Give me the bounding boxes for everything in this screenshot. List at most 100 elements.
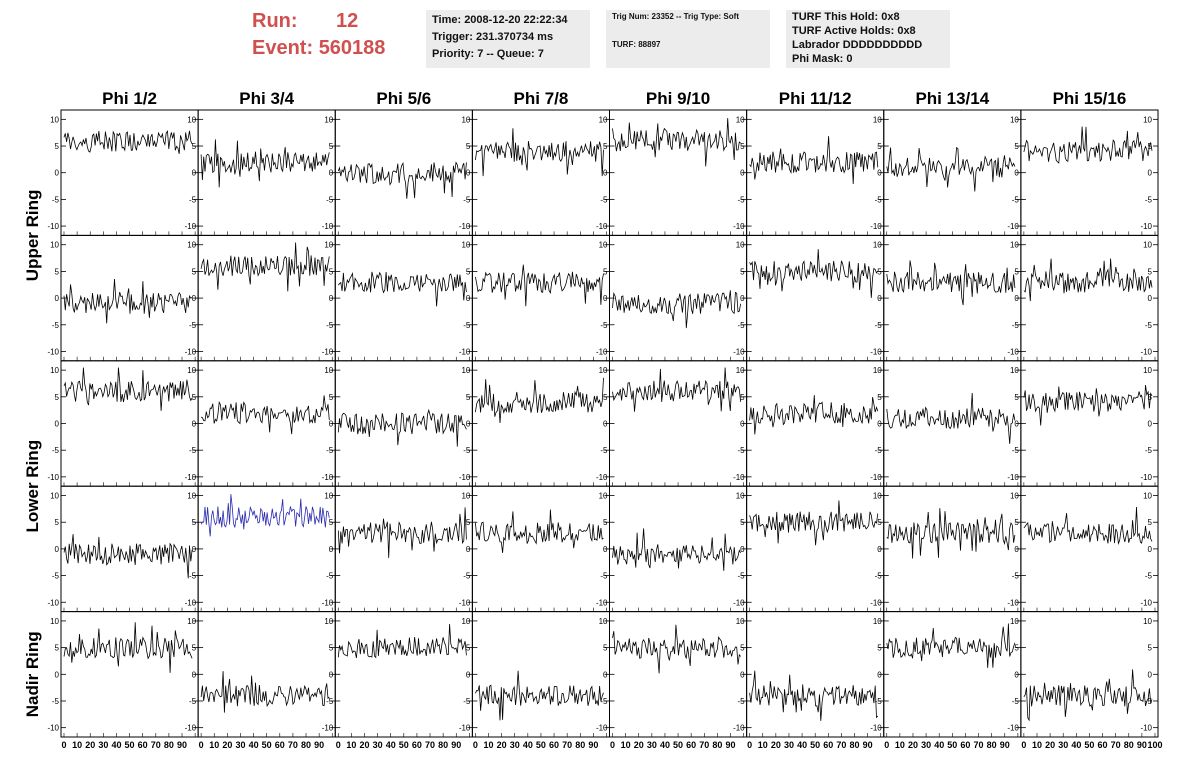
y-tick-label: 0 [740,545,745,554]
priority-line: Priority: 7 -- Queue: 7 [432,48,544,60]
waveform-trace [475,509,604,553]
x-tick-label: 70 [288,740,298,750]
x-tick-label: 80 [575,740,585,750]
y-tick-label: 5 [1148,644,1153,653]
y-tick-label: -10 [1140,598,1152,607]
x-tick-label: 70 [699,740,709,750]
y-tick-label: -10 [870,724,882,733]
x-tick-label: 60 [686,740,696,750]
waveform-trace [749,136,879,185]
panel-frame [197,611,336,738]
y-tick-label: 0 [1014,294,1019,303]
waveform-trace [749,249,879,298]
trig-num-line: Trig Num: 23352 -- Trig Type: Soft [612,12,739,21]
y-tick-label: -5 [738,697,746,706]
x-tick-label: 10 [895,740,905,750]
y-tick-label: 0 [192,169,197,178]
y-tick-label: -10 [322,347,334,356]
y-tick-label: -5 [600,321,608,330]
y-tick-label: -10 [870,473,882,482]
panel-frame [334,611,473,738]
y-tick-label: -10 [733,347,745,356]
x-tick-label: 60 [412,740,422,750]
column-header: Phi 5/6 [376,89,431,108]
y-tick-label: -10 [1007,724,1019,733]
y-tick-label: 10 [324,115,333,124]
y-tick-label: -5 [52,321,60,330]
y-tick-label: 5 [877,393,882,402]
waveform-trace [63,534,193,579]
waveform-trace [612,624,741,674]
y-tick-label: 10 [599,617,608,626]
y-tick-label: 10 [187,366,196,375]
y-tick-label: 5 [603,518,608,527]
panel-frame [746,234,885,362]
phi-mask-line: Phi Mask: 0 [792,53,853,65]
turf-info-box: TURF This Hold: 0x8 TURF Active Holds: 0… [786,10,950,68]
y-tick-label: 5 [740,644,745,653]
panel-frame [334,234,473,362]
y-tick-label: 0 [192,545,197,554]
y-tick-label: 0 [1148,169,1153,178]
x-tick-label: 50 [262,740,272,750]
waveform-trace [749,395,879,435]
x-tick-label: 0 [747,740,752,750]
y-tick-label: 5 [466,142,471,151]
panel-frame [471,109,610,236]
waveform-trace [886,146,1016,192]
y-tick-label: 0 [740,169,745,178]
waveform-trace [200,242,330,292]
y-tick-label: -5 [875,697,883,706]
y-tick-label: 5 [55,267,60,276]
x-tick-label: 0 [61,740,66,750]
y-tick-label: 10 [1010,241,1019,250]
y-tick-label: -5 [189,697,197,706]
y-tick-label: 0 [1148,294,1153,303]
x-tick-label: 60 [138,740,148,750]
x-tick-label: 90 [1000,740,1010,750]
y-tick-label: -5 [600,572,608,581]
y-tick-label: 5 [740,518,745,527]
y-tick-label: 0 [740,670,745,679]
y-tick-label: -5 [326,697,334,706]
waveform-trace [63,278,193,324]
x-tick-label: 90 [726,740,736,750]
y-tick-label: -10 [185,347,197,356]
y-tick-label: -5 [875,195,883,204]
y-tick-label: 5 [877,142,882,151]
y-tick-label: 5 [466,267,471,276]
y-tick-label: 5 [1148,267,1153,276]
y-tick-label: -10 [459,724,471,733]
y-tick-label: -5 [463,195,471,204]
waveform-trace [200,395,330,435]
x-tick-label: 20 [771,740,781,750]
x-tick-label: 100 [1147,740,1162,750]
waveform-trace [337,507,467,558]
waveform-trace [1023,669,1153,722]
y-tick-label: 5 [1148,518,1153,527]
y-tick-label: 10 [324,366,333,375]
y-tick-label: 10 [873,617,882,626]
x-tick-label: 0 [473,740,478,750]
y-tick-label: 10 [324,617,333,626]
panel-frame [746,360,885,487]
y-tick-label: -10 [47,724,59,733]
y-tick-label: 10 [50,366,59,375]
x-tick-label: 60 [823,740,833,750]
y-tick-label: -10 [185,598,197,607]
x-tick-label: 30 [784,740,794,750]
x-tick-label: 90 [314,740,324,750]
y-tick-label: 10 [736,241,745,250]
waveform-trace [63,622,193,673]
y-tick-label: 10 [599,492,608,501]
y-tick-label: 5 [192,393,197,402]
y-tick-label: 5 [55,644,60,653]
y-tick-label: -5 [326,572,334,581]
y-tick-label: 5 [740,142,745,151]
y-tick-label: 10 [1010,492,1019,501]
waveform-trace [200,139,330,188]
y-tick-label: 5 [1148,142,1153,151]
y-tick-label: 0 [603,294,608,303]
panel-frame [1020,611,1159,738]
y-tick-label: -5 [52,572,60,581]
